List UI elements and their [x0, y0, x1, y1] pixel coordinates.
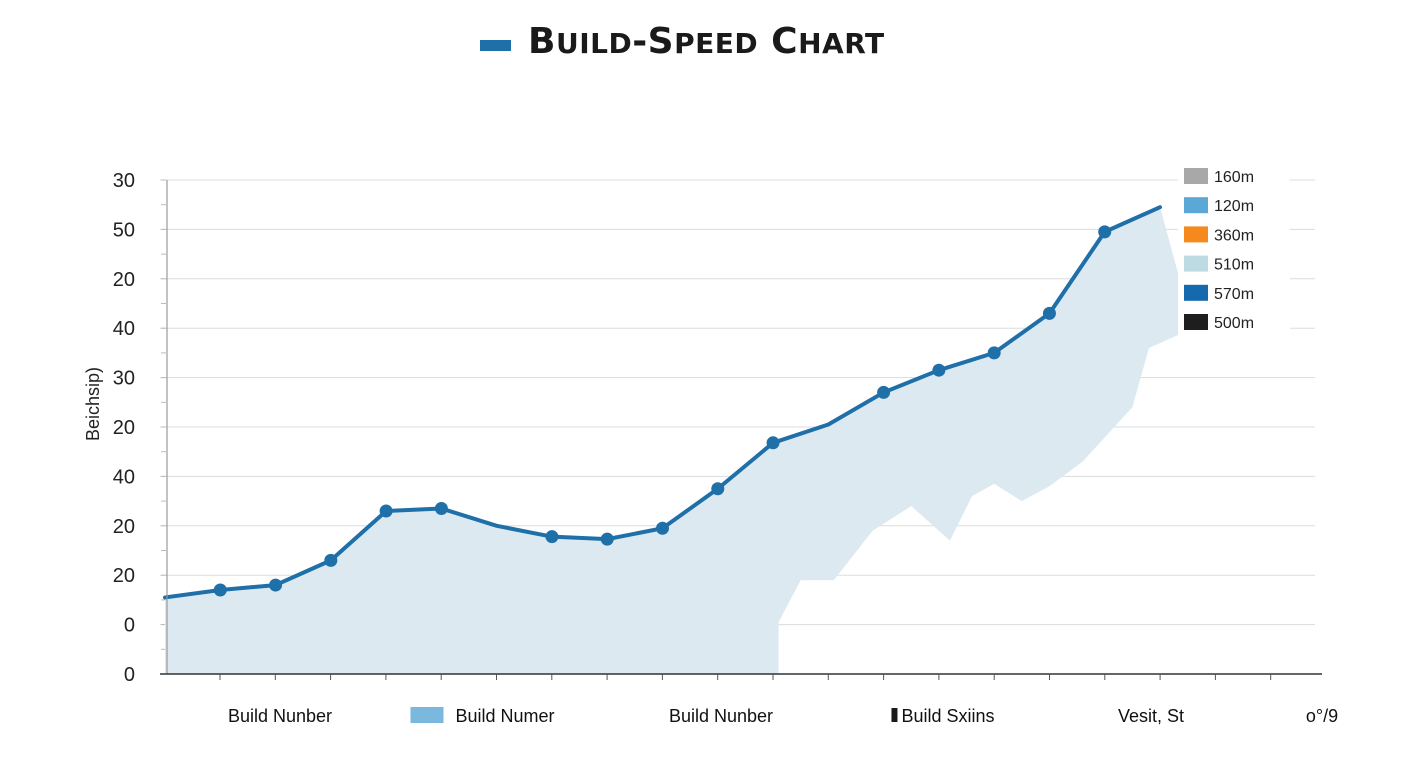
x-axis-label: Build Numer — [455, 706, 554, 726]
y-tick-label: 40 — [113, 318, 135, 340]
legend-label: 510m — [1214, 257, 1254, 274]
x-label-swatch — [891, 708, 898, 722]
legend: 160m 120m 360m 510m 570m 500m — [1178, 163, 1290, 338]
data-point — [213, 583, 227, 597]
series-line-layer — [163, 205, 1162, 600]
y-tick-label: 20 — [113, 269, 135, 291]
data-point — [324, 553, 338, 567]
y-tick-labels: 30 50 20 40 30 20 40 20 20 0 0 — [113, 170, 135, 686]
data-point — [600, 532, 614, 546]
legend-swatch — [1184, 314, 1208, 330]
legend-label: 570m — [1214, 286, 1254, 303]
x-axis-label: Build Nunber — [228, 706, 332, 726]
shaded-area — [165, 207, 1194, 675]
legend-swatch — [1184, 255, 1208, 272]
legend-swatch — [1184, 168, 1208, 184]
legend-label: 160m — [1214, 169, 1254, 186]
chart-title: BUILD-SPEED CHART — [528, 21, 885, 62]
y-tick-label: 30 — [113, 368, 135, 390]
y-tick-label: 50 — [113, 219, 135, 241]
y-axis-label: Beichsip) — [83, 367, 103, 441]
x-axis-label: Build Sxiins — [901, 706, 994, 726]
data-point — [932, 363, 946, 377]
legend-label: 360m — [1214, 227, 1254, 244]
legend-swatch — [1184, 197, 1208, 214]
x-axis-label: o°/9 — [1306, 706, 1338, 726]
data-point — [711, 482, 725, 496]
y-tick-label: 30 — [113, 170, 135, 192]
data-point — [987, 346, 1001, 360]
data-point — [766, 436, 780, 450]
data-point — [269, 578, 283, 592]
y-tick-label: 0 — [124, 664, 135, 686]
x-label-swatch — [410, 707, 444, 723]
data-point — [877, 385, 891, 399]
data-point — [1042, 306, 1056, 320]
x-axis-labels: Build Nunber Build Numer Build Nunber Build… — [228, 706, 1338, 726]
title-marker — [480, 40, 511, 51]
legend-label: 120m — [1214, 198, 1254, 215]
data-point — [545, 530, 559, 544]
y-tick-label: 0 — [124, 615, 135, 637]
shaded-area-layer — [165, 207, 1194, 675]
data-point — [434, 502, 448, 516]
axis-layer — [160, 180, 1322, 680]
legend-swatch — [1184, 284, 1208, 301]
x-axis-label: Build Nunber — [669, 706, 773, 726]
y-tick-label: 40 — [113, 466, 135, 488]
legend-background — [1178, 163, 1290, 338]
legend-swatch — [1184, 226, 1208, 243]
y-tick-label: 20 — [113, 565, 135, 587]
data-point — [1098, 225, 1112, 239]
data-point — [379, 504, 393, 518]
y-tick-label: 20 — [113, 516, 135, 538]
y-tick-label: 20 — [113, 417, 135, 439]
legend-label: 500m — [1214, 315, 1254, 332]
data-point — [656, 521, 669, 535]
x-axis-label: Vesit, St — [1118, 706, 1184, 726]
